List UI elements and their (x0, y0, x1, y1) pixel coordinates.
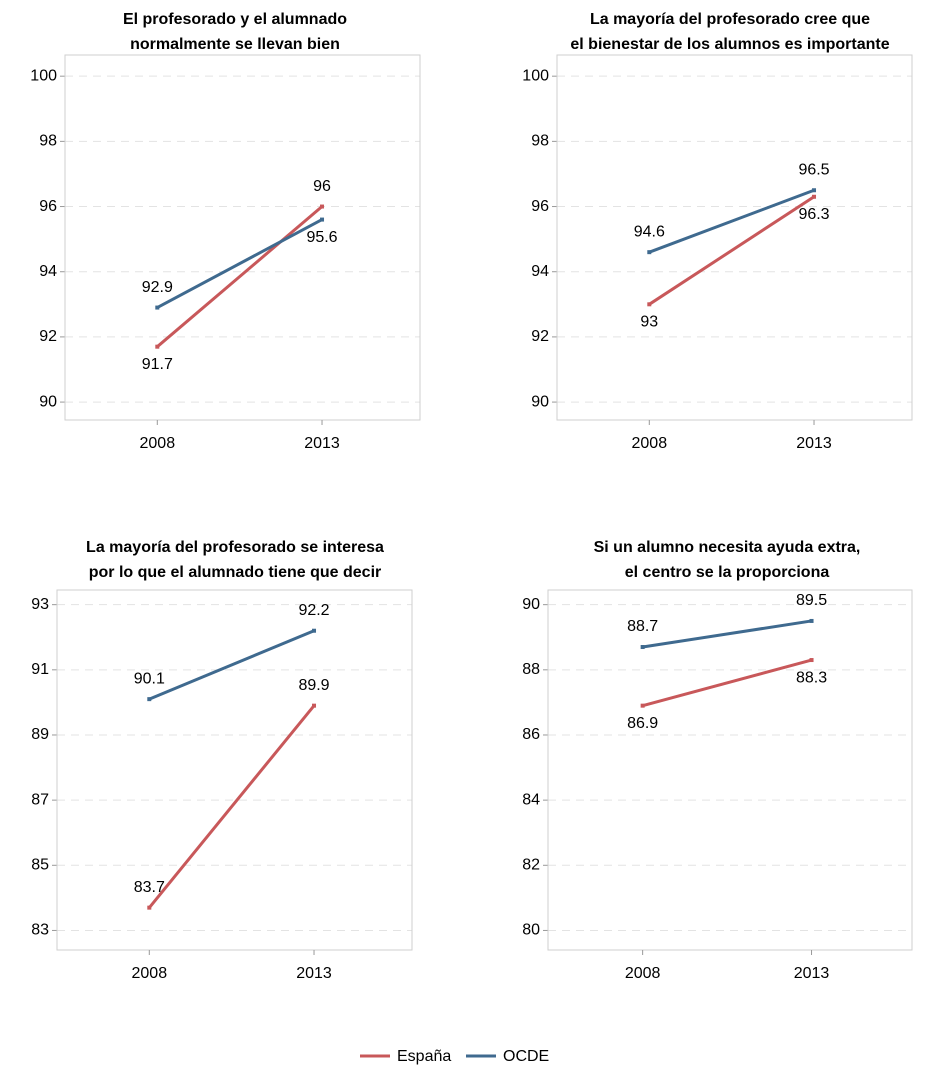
point (155, 305, 160, 310)
y-tick-label: 90 (39, 393, 57, 410)
y-tick-label: 93 (31, 596, 49, 613)
point (812, 188, 817, 193)
y-tick-label: 100 (522, 67, 549, 84)
y-tick-label: 87 (31, 791, 49, 808)
data-label: 96.3 (798, 206, 829, 223)
y-tick-label: 80 (522, 922, 540, 939)
data-label: 93 (640, 314, 658, 331)
point (312, 628, 317, 633)
data-label: 89.5 (796, 592, 827, 609)
data-label: 96.5 (798, 161, 829, 178)
x-tick-label: 2008 (132, 965, 168, 982)
series-line (148, 704, 316, 909)
x-tick-label: 2008 (632, 435, 668, 452)
y-tick-label: 89 (31, 726, 49, 743)
series-line (642, 658, 812, 708)
point (155, 344, 160, 349)
data-label: 94.6 (634, 223, 665, 240)
chart-title: el centro se la proporciona (625, 564, 830, 581)
y-tick-label: 90 (522, 596, 540, 613)
y-tick-label: 94 (531, 263, 549, 280)
legend-label: España (397, 1048, 451, 1065)
y-tick-label: 90 (531, 393, 549, 410)
series-line (148, 629, 315, 701)
point (809, 618, 814, 623)
data-label: 88.3 (796, 669, 827, 686)
point (312, 703, 317, 708)
plot-frame (556, 54, 913, 421)
point (647, 250, 652, 255)
chart-title: normalmente se llevan bien (130, 36, 340, 53)
x-tick-label: 2013 (796, 435, 832, 452)
y-tick-label: 84 (522, 791, 540, 808)
data-label: 92.2 (298, 602, 329, 619)
point (812, 194, 817, 199)
data-label: 83.7 (134, 879, 165, 896)
y-tick-label: 83 (31, 922, 49, 939)
y-tick-label: 96 (531, 198, 549, 215)
y-tick-label: 82 (522, 857, 540, 874)
y-tick-label: 85 (31, 857, 49, 874)
y-tick-label: 98 (39, 133, 57, 150)
y-tick-label: 91 (31, 661, 49, 678)
y-tick-label: 100 (30, 67, 57, 84)
point (640, 645, 645, 650)
x-tick-label: 2013 (304, 435, 340, 452)
data-label: 91.7 (142, 356, 173, 373)
point (320, 217, 325, 222)
data-label: 95.6 (306, 229, 337, 246)
y-tick-label: 86 (522, 726, 540, 743)
y-tick-label: 92 (39, 328, 57, 345)
x-tick-label: 2013 (296, 965, 332, 982)
chart-title: La mayoría del profesorado cree que (590, 11, 870, 28)
y-tick-label: 92 (531, 328, 549, 345)
point (147, 905, 152, 910)
x-tick-label: 2013 (794, 965, 830, 982)
plot-frame (64, 54, 421, 421)
chart-title: por lo que el alumnado tiene que decir (89, 564, 382, 581)
point (647, 302, 652, 307)
data-label: 92.9 (142, 279, 173, 296)
legend-label: OCDE (503, 1048, 549, 1065)
y-tick-label: 94 (39, 263, 57, 280)
plot-frame (547, 589, 913, 951)
chart-title: el bienestar de los alumnos es important… (570, 36, 889, 53)
data-label: 90.1 (134, 670, 165, 687)
data-label: 96 (313, 178, 331, 195)
chart-title: La mayoría del profesorado se interesa (86, 539, 384, 556)
series-line (156, 218, 323, 309)
x-tick-label: 2008 (625, 965, 661, 982)
data-label: 86.9 (627, 715, 658, 732)
series-line (642, 619, 812, 649)
y-tick-label: 88 (522, 661, 540, 678)
point (640, 703, 645, 708)
point (320, 204, 325, 209)
chart-title: El profesorado y el alumnado (123, 11, 347, 28)
series-line (648, 188, 815, 254)
data-label: 88.7 (627, 618, 658, 635)
data-label: 89.9 (298, 677, 329, 694)
point (147, 697, 152, 702)
chart-title: Si un alumno necesita ayuda extra, (594, 539, 861, 556)
plot-frame (56, 589, 413, 951)
series-line (648, 195, 815, 306)
series-line (156, 205, 323, 348)
point (809, 658, 814, 663)
x-tick-label: 2008 (140, 435, 176, 452)
y-tick-label: 96 (39, 198, 57, 215)
y-tick-label: 98 (531, 133, 549, 150)
